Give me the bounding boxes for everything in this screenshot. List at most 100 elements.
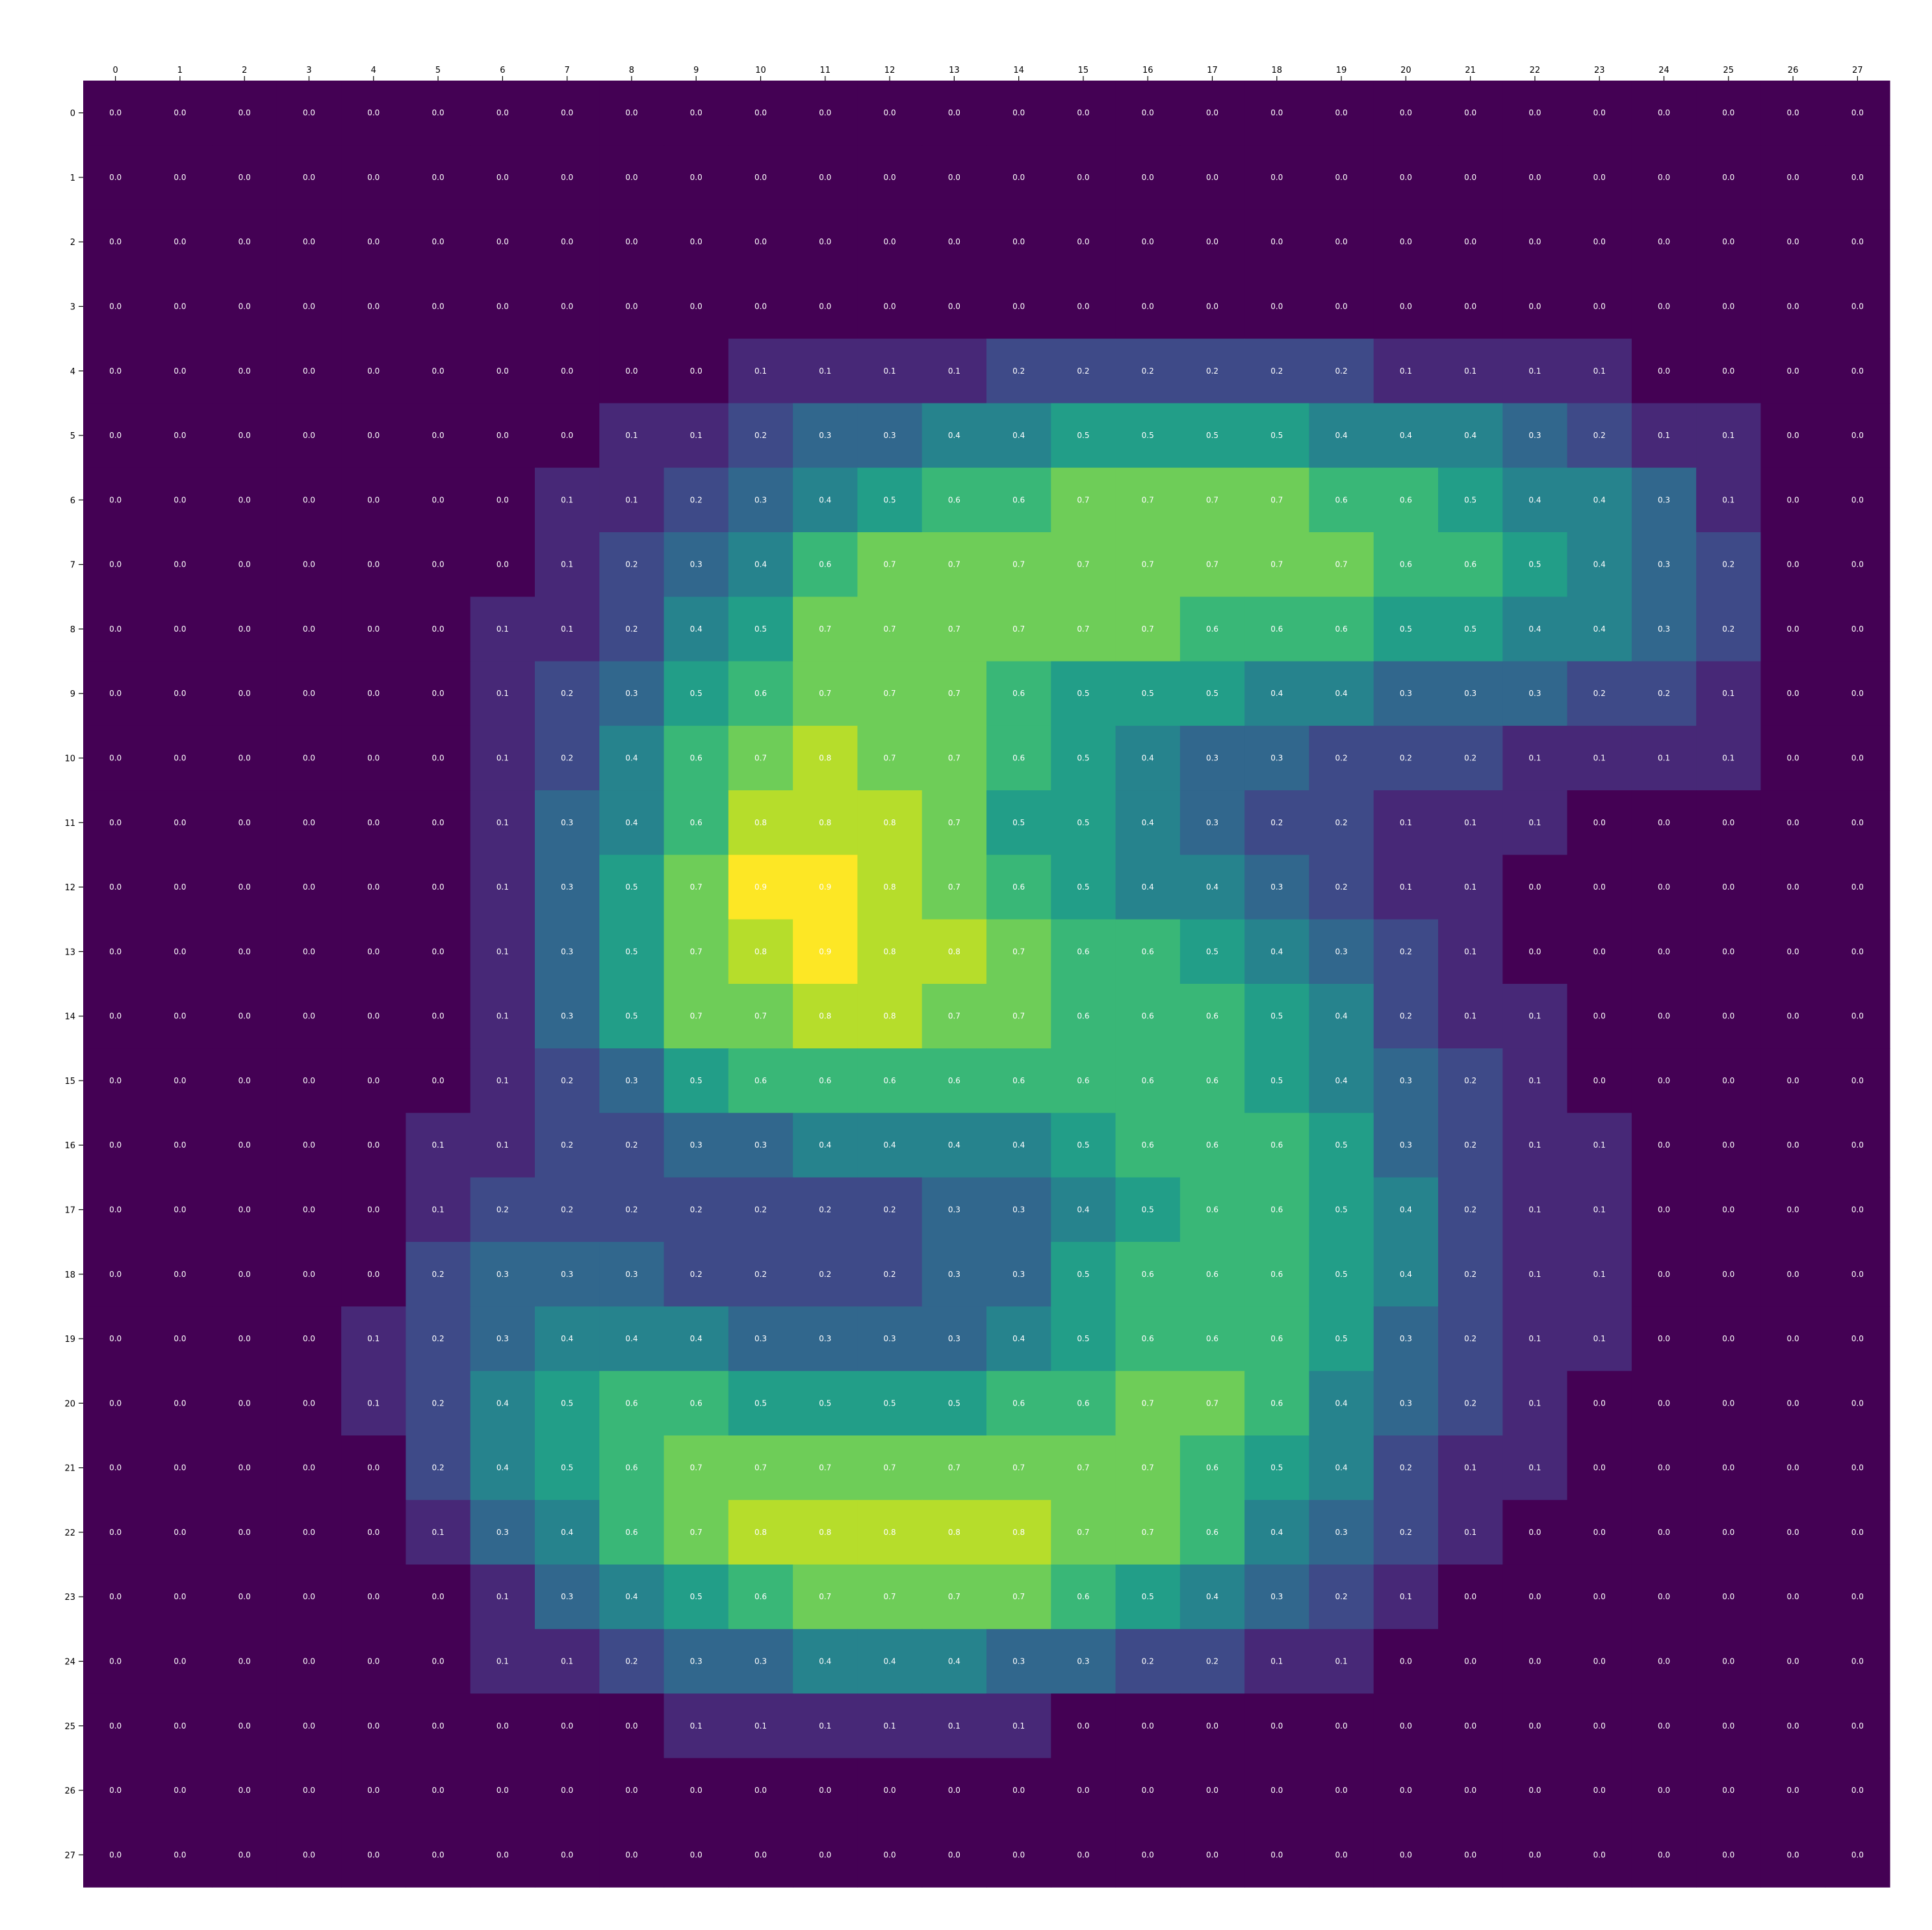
cell-value-label: 0.7	[690, 1463, 702, 1473]
cell-value-label: 0.6	[948, 495, 960, 504]
x-tick-label: 7	[565, 66, 570, 75]
heatmap-cell-r20-c14	[986, 1370, 1051, 1436]
cell-value-label: 0.8	[819, 754, 831, 763]
cell-value-label: 0.3	[690, 1657, 702, 1666]
cell-value-label: 0.5	[1400, 624, 1412, 634]
heatmap-cell-r5-c17	[1179, 403, 1245, 469]
heatmap-cell-r23-c23	[1567, 1564, 1632, 1630]
cell-value-label: 0.0	[303, 237, 315, 246]
cell-value-label: 0.0	[109, 302, 122, 311]
cell-value-label: 0.6	[1400, 560, 1412, 569]
heatmap-cell-r12-c26	[1760, 855, 1826, 920]
cell-value-label: 0.0	[1851, 431, 1864, 440]
heatmap-cell-r11-c17	[1179, 790, 1245, 856]
heatmap-cell-r2-c9	[663, 209, 729, 275]
heatmap-cell-r23-c5	[406, 1564, 471, 1630]
cell-value-label: 0.0	[884, 109, 896, 118]
cell-value-label: 0.0	[1658, 302, 1670, 311]
cell-value-label: 0.0	[367, 1657, 380, 1666]
cell-value-label: 0.1	[1593, 1205, 1606, 1215]
heatmap-cell-r4-c17	[1179, 339, 1245, 404]
heatmap-cell-r11-c7	[535, 790, 600, 856]
heatmap-cell-r18-c8	[599, 1242, 665, 1307]
heatmap-cell-r19-c3	[276, 1306, 342, 1372]
heatmap-cell-r14-c24	[1631, 984, 1697, 1049]
cell-value-label: 0.6	[1206, 1012, 1218, 1021]
cell-value-label: 0.4	[1206, 1592, 1218, 1601]
cell-value-label: 0.0	[367, 1721, 380, 1731]
heatmap-cell-r6-c25	[1696, 467, 1762, 533]
cell-value-label: 0.0	[367, 1463, 380, 1473]
cell-value-label: 0.3	[1400, 1076, 1412, 1085]
heatmap-cell-r4-c18	[1244, 339, 1310, 404]
heatmap-cell-r13-c7	[535, 919, 600, 984]
heatmap-cell-r10-c22	[1502, 725, 1568, 791]
heatmap-cell-r8-c14	[986, 597, 1051, 662]
heatmap-cell-r13-c4	[341, 919, 407, 984]
heatmap-cell-r10-c24	[1631, 725, 1697, 791]
cell-value-label: 0.0	[819, 173, 831, 182]
heatmap-cell-r16-c26	[1760, 1113, 1826, 1178]
heatmap-cell-r21-c0	[83, 1435, 148, 1500]
heatmap-cell-r24-c19	[1309, 1628, 1374, 1694]
cell-value-label: 0.0	[1787, 367, 1799, 376]
cell-value-label: 0.0	[303, 1205, 315, 1215]
cell-value-label: 0.2	[1270, 367, 1283, 376]
cell-value-label: 0.1	[948, 367, 960, 376]
heatmap-cell-r9-c27	[1825, 661, 1890, 727]
cell-value-label: 0.6	[1270, 1205, 1283, 1215]
heatmap-cell-r16-c16	[1115, 1113, 1181, 1178]
cell-value-label: 0.6	[1012, 495, 1025, 504]
cell-value-label: 0.0	[1851, 1140, 1864, 1150]
cell-value-label: 0.0	[303, 1850, 315, 1859]
heatmap-cell-r2-c4	[341, 209, 407, 275]
heatmap-cell-r6-c18	[1244, 467, 1310, 533]
cell-value-label: 0.0	[303, 109, 315, 118]
heatmap-cell-r17-c26	[1760, 1177, 1826, 1242]
cell-value-label: 0.6	[1012, 1076, 1025, 1085]
heatmap-cell-r14-c17	[1179, 984, 1245, 1049]
cell-value-label: 0.0	[303, 173, 315, 182]
cell-value-label: 0.0	[303, 560, 315, 569]
heatmap-cell-r26-c13	[921, 1758, 987, 1823]
heatmap-cell-r17-c17	[1179, 1177, 1245, 1242]
cell-value-label: 0.3	[1658, 624, 1670, 634]
heatmap-cell-r24-c7	[535, 1628, 600, 1694]
heatmap-cell-r0-c18	[1244, 81, 1310, 146]
cell-value-label: 0.0	[1787, 818, 1799, 827]
cell-value-label: 0.5	[1077, 1140, 1089, 1150]
heatmap-cell-r24-c8	[599, 1628, 665, 1694]
cell-value-label: 0.0	[238, 1657, 251, 1666]
x-tick-label: 22	[1530, 66, 1541, 75]
cell-value-label: 0.0	[303, 495, 315, 504]
cell-value-label: 0.0	[1722, 1398, 1734, 1408]
heatmap-cell-r3-c9	[663, 274, 729, 339]
cell-value-label: 0.4	[1270, 1528, 1283, 1537]
cell-value-label: 0.6	[1206, 1463, 1218, 1473]
cell-value-label: 0.0	[1012, 237, 1025, 246]
heatmap-cell-r21-c23	[1567, 1435, 1632, 1500]
heatmap-cell-r21-c24	[1631, 1435, 1697, 1500]
cell-value-label: 0.7	[1077, 1463, 1089, 1473]
heatmap-cell-r27-c9	[663, 1822, 729, 1888]
heatmap-cell-r2-c27	[1825, 209, 1890, 275]
heatmap-cell-r15-c8	[599, 1048, 665, 1114]
cell-value-label: 0.2	[625, 560, 638, 569]
cell-value-label: 0.0	[303, 1592, 315, 1601]
cell-value-label: 0.0	[367, 173, 380, 182]
cell-value-label: 0.0	[1206, 1850, 1218, 1859]
x-tick-label: 17	[1207, 66, 1218, 75]
heatmap-cell-r26-c14	[986, 1758, 1051, 1823]
cell-value-label: 0.0	[1400, 237, 1412, 246]
heatmap-cell-r21-c7	[535, 1435, 600, 1500]
cell-value-label: 0.0	[1142, 1721, 1154, 1731]
cell-value-label: 0.0	[884, 237, 896, 246]
cell-value-label: 0.6	[1270, 1334, 1283, 1343]
cell-value-label: 0.7	[754, 754, 767, 763]
heatmap-cell-r21-c1	[148, 1435, 213, 1500]
heatmap-cell-r26-c5	[406, 1758, 471, 1823]
heatmap-cell-r13-c24	[1631, 919, 1697, 984]
y-tick-label: 16	[64, 1141, 75, 1151]
cell-value-label: 0.0	[367, 882, 380, 892]
cell-value-label: 0.2	[884, 1205, 896, 1215]
